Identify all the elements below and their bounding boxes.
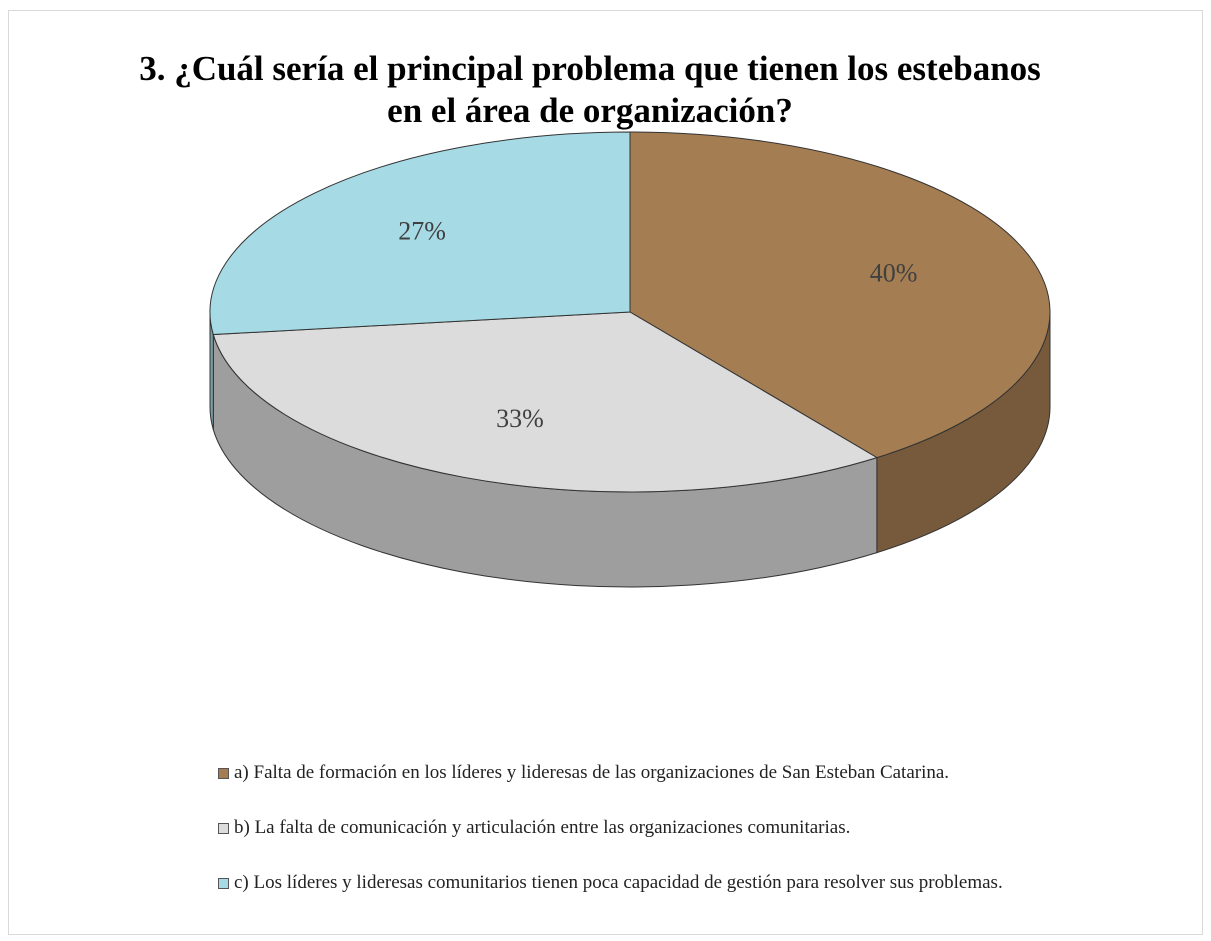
slice: [212, 311, 879, 493]
legend-item: a) Falta de formación en los líderes y l…: [218, 760, 1118, 786]
data-label: 27%: [398, 216, 446, 245]
legend-label: b) La falta de comunicación y articulaci…: [234, 817, 851, 838]
chart-title: 3. ¿Cuál sería el principal problema que…: [139, 49, 1041, 130]
legend-swatch: [218, 823, 229, 834]
data-label: 40%: [870, 258, 918, 287]
data-label: 33%: [496, 404, 544, 433]
slice: [209, 131, 631, 336]
legend-swatch: [218, 768, 229, 779]
legend: a) Falta de formación en los líderes y l…: [218, 760, 1118, 925]
legend-item: c) Los líderes y lideresas comunitarios …: [218, 870, 1118, 896]
legend-swatch: [218, 878, 229, 889]
legend-label: a) Falta de formación en los líderes y l…: [234, 762, 950, 783]
legend-item: b) La falta de comunicación y articulaci…: [218, 815, 1118, 841]
chart-frame: [8, 10, 1203, 935]
slice: [629, 131, 1051, 459]
legend-label: c) Los líderes y lideresas comunitarios …: [234, 872, 1003, 893]
